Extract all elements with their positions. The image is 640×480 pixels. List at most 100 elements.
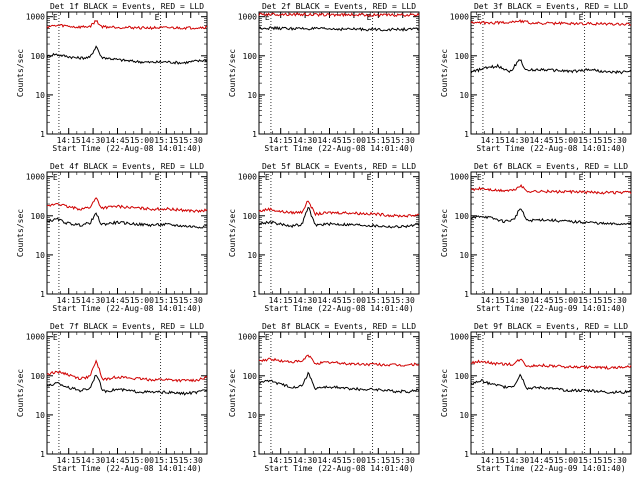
series-line-lld (258, 354, 420, 367)
series-line-events (258, 25, 420, 32)
series-line-lld (258, 12, 420, 18)
chart-title: Det 8f BLACK = Events, RED = LLD (262, 322, 416, 331)
series-line-lld (46, 359, 208, 383)
chart-panel-1: Det 1f BLACK = Events, RED = LLD 1 10 100 10… (16, 2, 208, 153)
y-axis-label: Counts/sec (440, 369, 449, 417)
y-tick-label: 10 (247, 251, 257, 260)
y-tick-label: 100 (243, 372, 258, 381)
plot-frame (258, 11, 420, 135)
y-tick-label: 1000 (450, 13, 469, 22)
event-marker-label: E (53, 333, 58, 342)
event-marker-label: E (477, 173, 482, 182)
y-axis-label: Counts/sec (16, 209, 25, 257)
y-axis-label: Counts/sec (440, 209, 449, 257)
x-tick-label: 15:15 (578, 296, 602, 305)
x-tick-label: 14:30 (293, 136, 317, 145)
y-tick-label: 10 (35, 411, 45, 420)
x-axis-label: Start Time (22-Aug-09 14:01:40) (476, 464, 625, 473)
y-axis-label: Counts/sec (228, 369, 237, 417)
chart-panel-3: Det 3f BLACK = Events, RED = LLD 1 10 100 10… (440, 2, 632, 153)
x-tick-label: 14:15 (481, 136, 505, 145)
x-tick-label: 15:00 (130, 456, 154, 465)
x-tick-label: 14:15 (57, 456, 81, 465)
y-tick-label: 10 (459, 251, 469, 260)
x-tick-label: 14:15 (269, 296, 293, 305)
x-tick-label: 15:30 (179, 296, 203, 305)
x-tick-label: 14:30 (81, 456, 105, 465)
y-axis-label: Counts/sec (228, 209, 237, 257)
y-tick-label: 1 (464, 450, 469, 459)
plot-frame (470, 171, 632, 295)
y-tick-label: 1000 (26, 173, 45, 182)
x-axis-label: Start Time (22-Aug-08 14:01:40) (264, 304, 413, 313)
event-marker-label: E (477, 333, 482, 342)
x-tick-label: 15:00 (342, 136, 366, 145)
x-tick-label: 14:45 (105, 296, 129, 305)
y-tick-label: 100 (31, 372, 46, 381)
chart-title: Det 1f BLACK = Events, RED = LLD (50, 2, 204, 11)
y-tick-label: 1 (464, 290, 469, 299)
x-tick-label: 15:30 (179, 456, 203, 465)
x-axis-label: Start Time (22-Aug-08 14:01:40) (264, 464, 413, 473)
y-tick-label: 1000 (26, 333, 45, 342)
x-tick-label: 15:30 (391, 296, 415, 305)
chart-panel-5: Det 5f BLACK = Events, RED = LLD 1 10 100 10… (228, 162, 420, 313)
event-marker-label: E (367, 13, 372, 22)
series-line-lld (46, 197, 208, 213)
series-line-events (46, 45, 208, 65)
x-tick-label: 15:30 (391, 456, 415, 465)
series-line-lld (46, 19, 207, 31)
x-tick-label: 15:30 (179, 136, 203, 145)
plot-frame (46, 331, 208, 455)
plot-frame (46, 171, 208, 295)
event-marker-label: E (579, 13, 584, 22)
plot-frame (470, 11, 632, 135)
x-axis-label: Start Time (22-Aug-08 14:01:40) (264, 144, 413, 153)
plot-frame (258, 171, 420, 295)
x-tick-label: 15:00 (342, 296, 366, 305)
y-tick-label: 1000 (238, 13, 257, 22)
y-tick-label: 1000 (238, 173, 257, 182)
x-tick-label: 15:30 (603, 136, 627, 145)
x-tick-label: 14:30 (81, 136, 105, 145)
series-line-events (46, 212, 208, 229)
y-tick-label: 1000 (450, 333, 469, 342)
x-tick-label: 15:15 (154, 136, 178, 145)
x-tick-label: 14:45 (105, 456, 129, 465)
x-tick-label: 15:30 (603, 456, 627, 465)
x-tick-label: 15:00 (342, 456, 366, 465)
x-tick-label: 15:15 (366, 456, 390, 465)
x-tick-label: 14:30 (293, 456, 317, 465)
chart-title: Det 4f BLACK = Events, RED = LLD (50, 162, 204, 171)
x-tick-label: 14:45 (105, 136, 129, 145)
x-tick-label: 14:30 (81, 296, 105, 305)
chart-title: Det 6f BLACK = Events, RED = LLD (474, 162, 628, 171)
event-marker-label: E (53, 173, 58, 182)
y-tick-label: 100 (243, 52, 258, 61)
x-tick-label: 14:45 (529, 456, 553, 465)
event-marker-label: E (579, 333, 584, 342)
chart-panel-4: Det 4f BLACK = Events, RED = LLD 1 10 100 10… (16, 162, 208, 313)
x-tick-label: 15:15 (578, 456, 602, 465)
chart-title: Det 2f BLACK = Events, RED = LLD (262, 2, 416, 11)
chart-panel-2: Det 2f BLACK = Events, RED = LLD 1 10 100 10… (228, 2, 420, 153)
x-tick-label: 15:00 (554, 136, 578, 145)
plot-frame (258, 331, 420, 455)
x-tick-label: 15:15 (154, 296, 178, 305)
y-tick-label: 1000 (450, 173, 469, 182)
series-line-events (259, 371, 420, 394)
series-line-lld (258, 200, 420, 218)
y-tick-label: 1 (40, 290, 45, 299)
series-line-events (46, 374, 208, 396)
y-tick-label: 1 (252, 450, 257, 459)
event-marker-label: E (477, 13, 482, 22)
event-marker-label: E (265, 173, 270, 182)
y-axis-label: Counts/sec (228, 49, 237, 97)
event-marker-label: E (155, 13, 160, 22)
event-marker-label: E (53, 13, 58, 22)
y-axis-label: Counts/sec (16, 49, 25, 97)
event-marker-label: E (367, 333, 372, 342)
series-line-events (470, 59, 632, 75)
x-axis-label: Start Time (22-Aug-08 14:01:40) (476, 144, 625, 153)
chart-panel-8: Det 8f BLACK = Events, RED = LLD 1 10 100 10… (228, 322, 420, 473)
